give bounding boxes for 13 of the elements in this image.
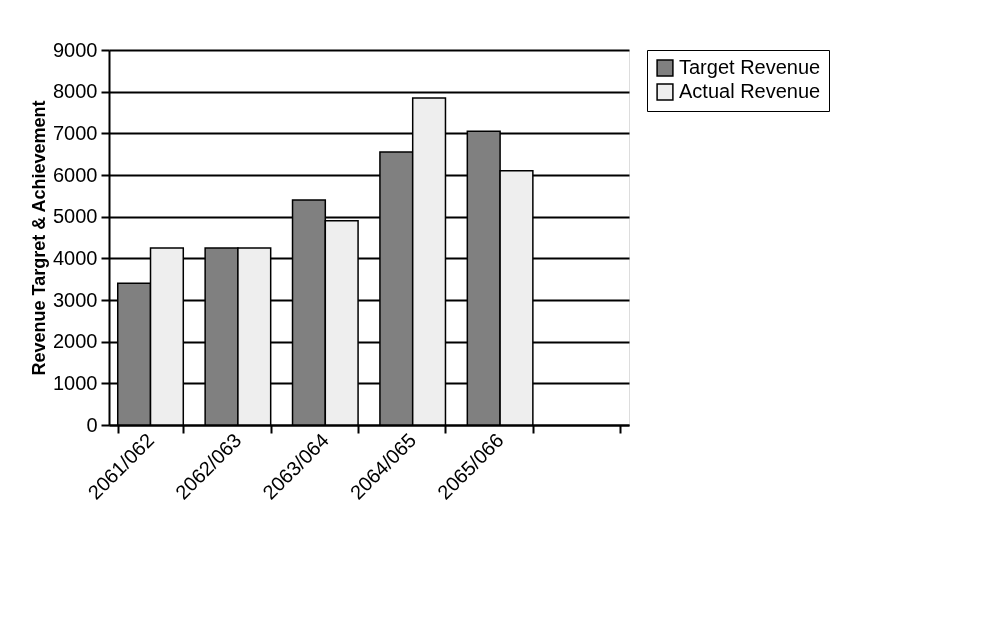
y-tick-label: 2000: [53, 330, 98, 353]
y-tick-label: 0: [86, 413, 98, 436]
y-tick-label: 5000: [53, 205, 98, 228]
y-tick-label: 8000: [53, 80, 98, 103]
legend-label: Actual Revenue: [679, 80, 821, 102]
y-tick-label: 7000: [53, 121, 98, 144]
y-axis-title: Revenue Targret & Achievement: [29, 100, 50, 376]
y-tick-label: 6000: [53, 163, 98, 186]
y-tick-label: 3000: [53, 288, 98, 311]
legend-label: Target Revenue: [679, 56, 821, 78]
y-tick-label: 9000: [53, 38, 98, 61]
y-tick-label: 1000: [53, 371, 98, 394]
y-tick-label: 4000: [53, 246, 98, 269]
